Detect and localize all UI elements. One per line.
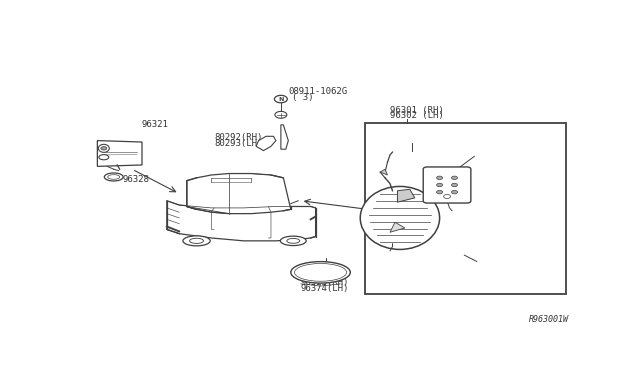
Text: N: N	[278, 97, 284, 102]
Text: 96301 (RH): 96301 (RH)	[390, 106, 444, 115]
Text: 08911-1062G: 08911-1062G	[288, 87, 348, 96]
Text: 96321: 96321	[142, 121, 169, 129]
Circle shape	[451, 190, 458, 194]
Ellipse shape	[280, 236, 306, 246]
Polygon shape	[256, 136, 276, 151]
Polygon shape	[397, 189, 415, 202]
Text: ( 3): ( 3)	[292, 93, 314, 102]
Ellipse shape	[108, 175, 120, 179]
Polygon shape	[281, 125, 288, 149]
Ellipse shape	[294, 263, 347, 281]
Ellipse shape	[99, 144, 109, 153]
Text: 96365M(RH): 96365M(RH)	[458, 147, 512, 156]
Text: R963001W: R963001W	[529, 315, 568, 324]
Circle shape	[436, 183, 443, 187]
Text: 80293(LH): 80293(LH)	[214, 139, 262, 148]
Circle shape	[444, 195, 451, 198]
Polygon shape	[390, 222, 405, 232]
FancyBboxPatch shape	[423, 167, 471, 203]
Circle shape	[451, 183, 458, 187]
Polygon shape	[167, 201, 316, 241]
Text: 96373(RH): 96373(RH)	[301, 279, 349, 288]
Ellipse shape	[183, 236, 210, 246]
Text: 96367M(RH): 96367M(RH)	[374, 133, 428, 142]
Text: 26442U(RH): 26442U(RH)	[451, 274, 505, 283]
Circle shape	[275, 95, 287, 103]
Circle shape	[101, 147, 107, 150]
Ellipse shape	[287, 238, 300, 243]
Text: 96328: 96328	[122, 175, 149, 184]
Circle shape	[275, 111, 287, 118]
Ellipse shape	[99, 155, 109, 160]
Bar	[365, 124, 566, 294]
Circle shape	[436, 176, 443, 180]
Text: 96368M(LH): 96368M(LH)	[374, 138, 428, 147]
Polygon shape	[97, 141, 142, 166]
Text: 80292(RH): 80292(RH)	[214, 133, 262, 142]
Text: 96366M(LH): 96366M(LH)	[458, 152, 512, 161]
Circle shape	[436, 190, 443, 194]
Text: 96302 (LH): 96302 (LH)	[390, 111, 444, 120]
Polygon shape	[380, 169, 388, 175]
Circle shape	[451, 176, 458, 180]
Ellipse shape	[104, 173, 123, 181]
Polygon shape	[187, 173, 291, 214]
Text: 26443U(LH): 26443U(LH)	[451, 279, 505, 288]
Ellipse shape	[291, 262, 350, 283]
Ellipse shape	[360, 186, 440, 250]
Ellipse shape	[189, 238, 204, 243]
Text: 96374(LH): 96374(LH)	[301, 283, 349, 293]
